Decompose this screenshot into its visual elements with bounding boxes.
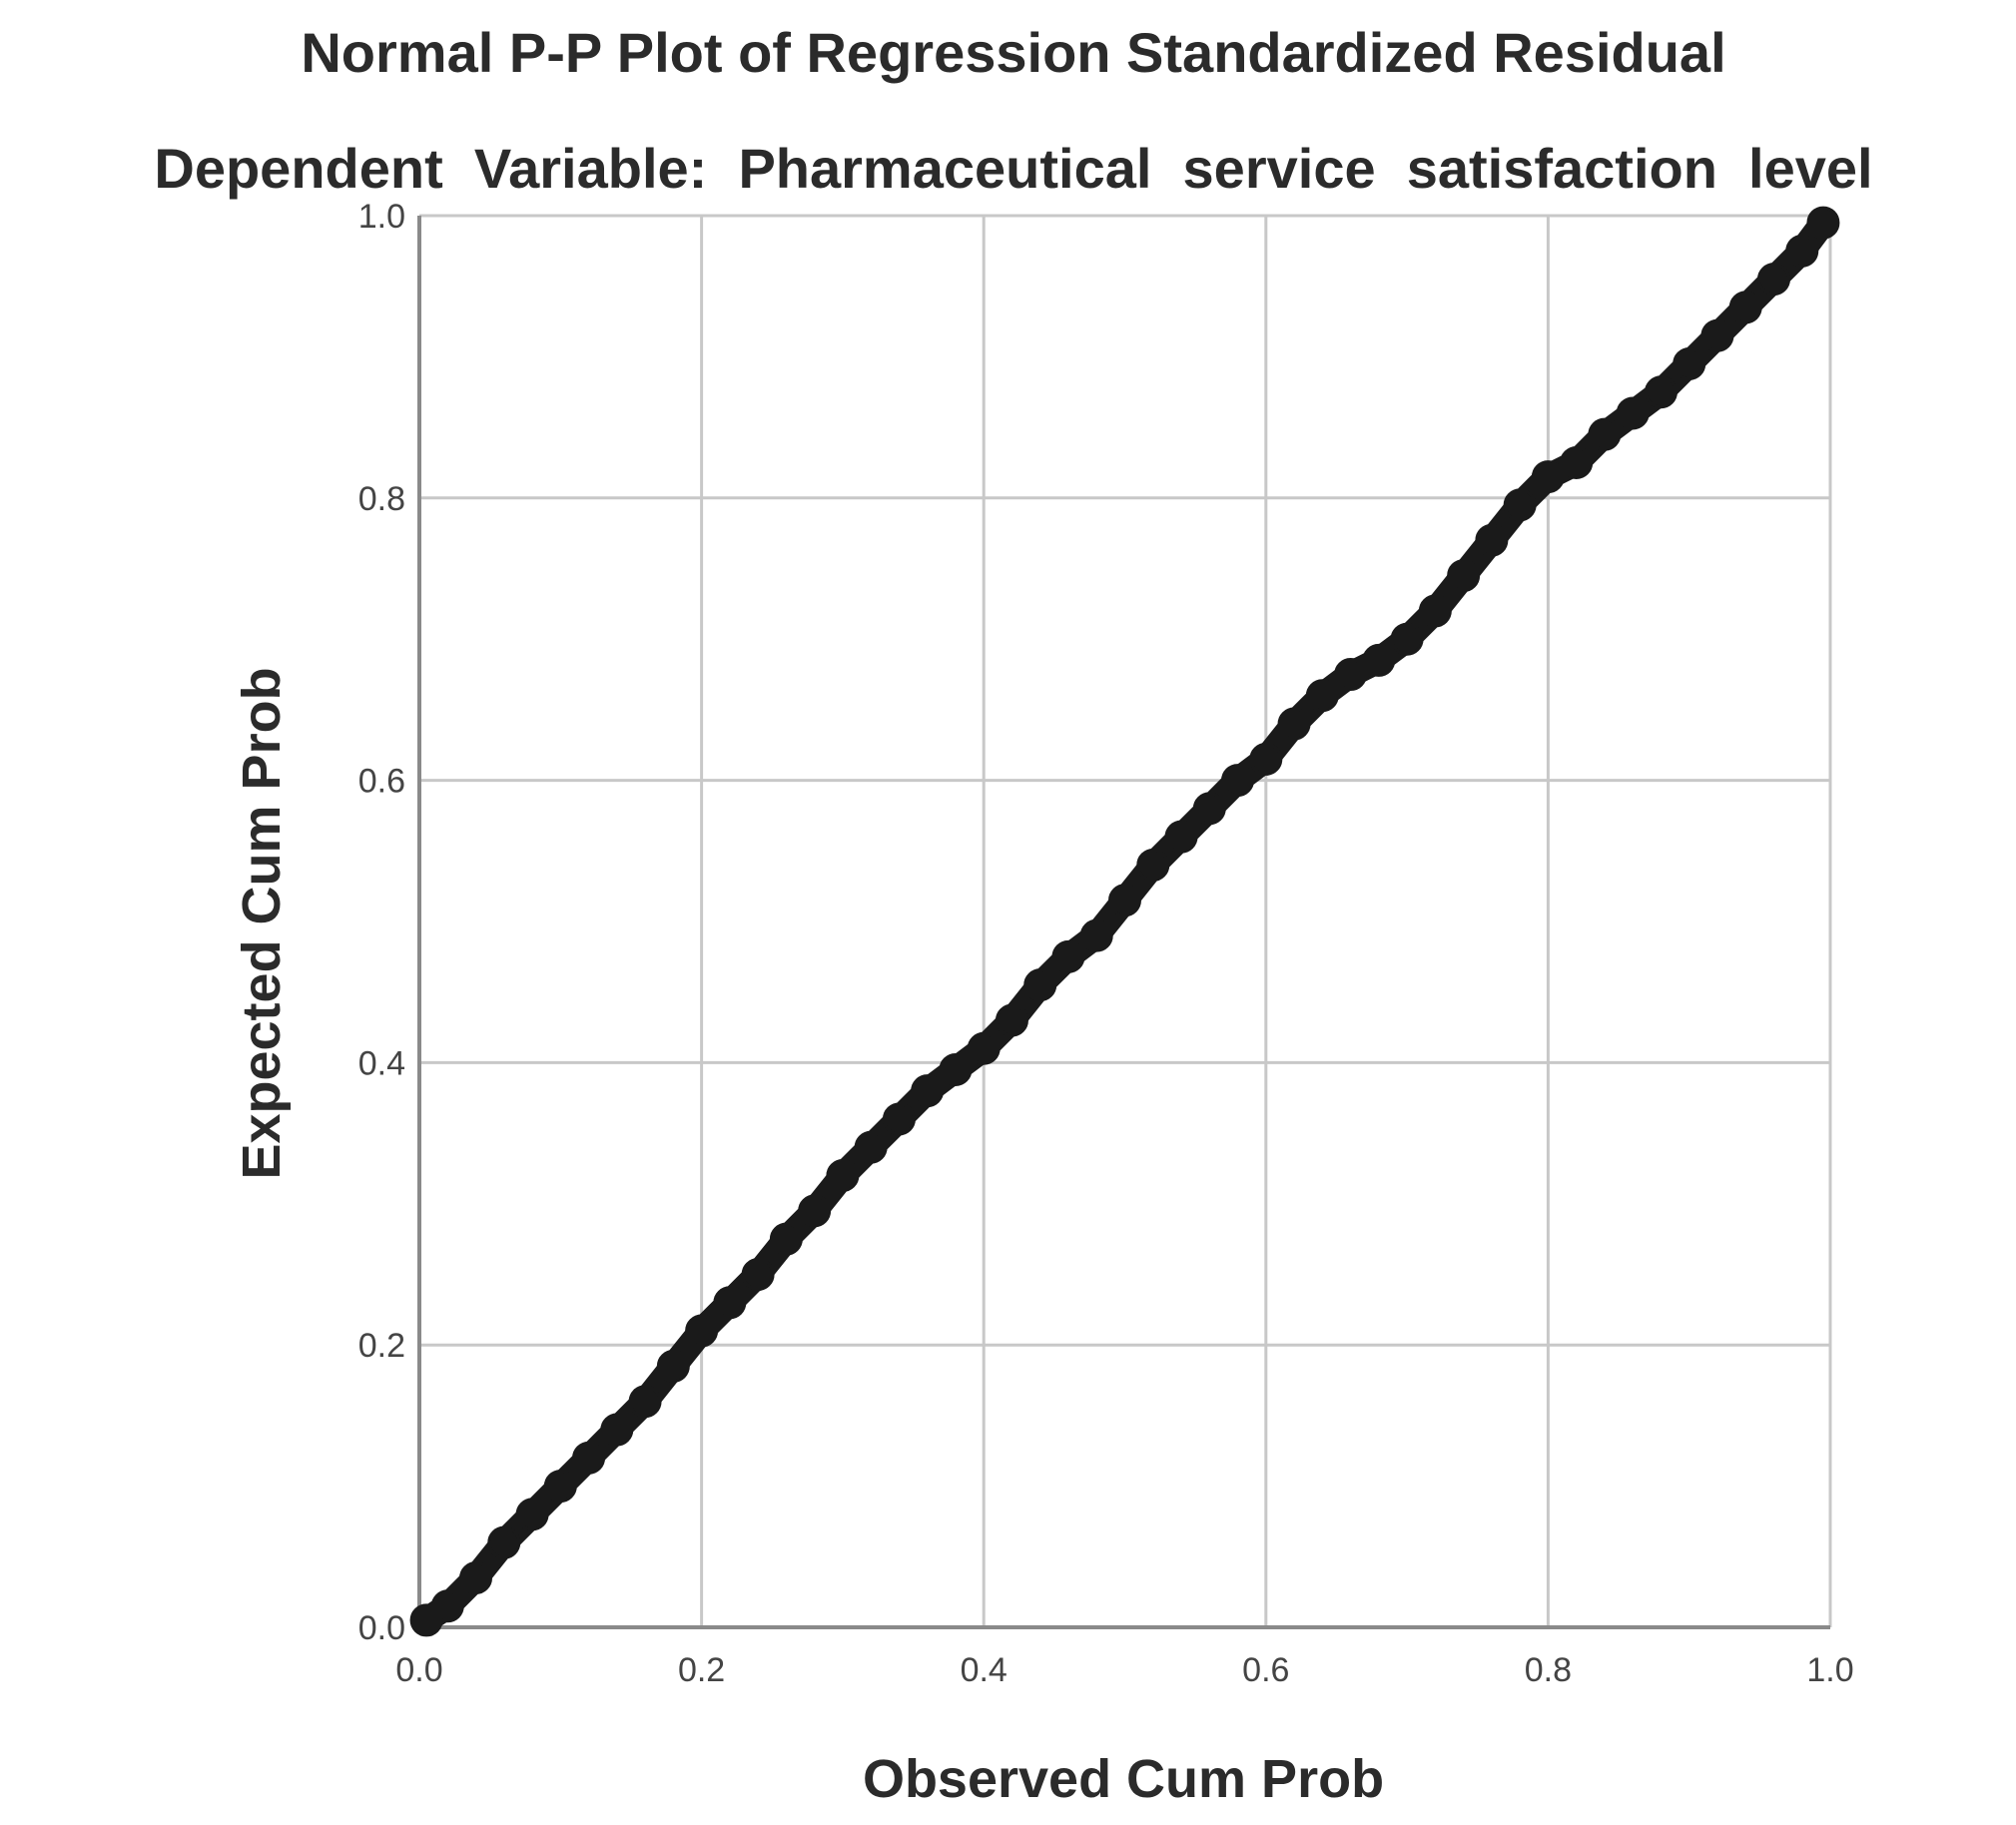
data-point: [1700, 318, 1734, 352]
data-point: [1305, 679, 1339, 713]
data-point: [1616, 396, 1650, 430]
x-tick-label: 1.0: [1806, 1651, 1853, 1689]
data-point: [1588, 417, 1622, 451]
data-point: [1531, 460, 1565, 494]
data-point: [1390, 622, 1424, 656]
data-point: [1192, 792, 1226, 826]
data-point: [882, 1102, 916, 1136]
data-point: [1079, 918, 1113, 952]
y-axis-label: Expected Cum Prob: [232, 667, 292, 1179]
y-tick-label: 0.8: [358, 480, 405, 518]
data-point: [1728, 291, 1762, 324]
data-point: [967, 1031, 1001, 1065]
data-point: [1475, 523, 1509, 557]
data-point: [1806, 206, 1840, 240]
data-point: [1756, 263, 1790, 297]
chart-subtitle: Dependent Variable: Pharmaceutical servi…: [154, 137, 1872, 200]
data-point: [798, 1194, 832, 1228]
data-point: [430, 1589, 464, 1623]
x-tick-label: 0.4: [961, 1651, 1008, 1689]
data-point: [995, 1003, 1028, 1037]
y-tick-label: 1.0: [358, 198, 405, 236]
data-point: [769, 1222, 803, 1256]
data-point: [572, 1441, 606, 1475]
x-tick-label: 0.2: [678, 1651, 725, 1689]
data-point: [854, 1130, 888, 1164]
y-tick-labels: 0.0 0.2 0.4 0.6 0.8 1.0: [358, 198, 405, 1647]
x-tick-labels: 0.0 0.2 0.4 0.6 0.8 1.0: [395, 1651, 1853, 1689]
data-point: [741, 1258, 775, 1291]
x-tick-label: 0.8: [1525, 1651, 1572, 1689]
data-point: [713, 1286, 747, 1320]
data-point: [515, 1498, 549, 1531]
data-point: [1447, 559, 1481, 593]
data-point: [1277, 707, 1311, 741]
data-point: [1108, 884, 1141, 917]
data-point: [826, 1159, 860, 1193]
data-point: [1362, 643, 1396, 677]
y-tick-label: 0.4: [358, 1044, 405, 1082]
data-point: [1051, 939, 1085, 973]
x-tick-label: 0.0: [395, 1651, 442, 1689]
data-point: [1221, 764, 1255, 798]
data-point: [685, 1314, 719, 1348]
data-point: [1418, 594, 1452, 628]
x-axis-label: Observed Cum Prob: [863, 1749, 1384, 1809]
data-point: [1785, 234, 1819, 268]
data-point: [911, 1074, 945, 1108]
y-tick-label: 0.0: [358, 1609, 405, 1647]
data-point: [1673, 346, 1706, 380]
axes: [417, 216, 1830, 1629]
grid-lines: [419, 214, 1832, 1627]
data-point: [1249, 742, 1283, 776]
data-point: [1136, 848, 1170, 882]
y-tick-label: 0.2: [358, 1327, 405, 1365]
data-point: [1503, 488, 1537, 522]
data-point: [1560, 445, 1594, 479]
y-tick-label: 0.6: [358, 763, 405, 801]
data-points: [409, 206, 1840, 1637]
data-point: [1023, 968, 1057, 1002]
data-point: [1644, 375, 1678, 409]
data-point: [1164, 820, 1198, 854]
data-point: [459, 1561, 493, 1595]
data-point: [487, 1525, 521, 1559]
data-point: [656, 1349, 690, 1383]
data-point: [628, 1385, 662, 1419]
data-point: [939, 1052, 973, 1086]
x-tick-label: 0.6: [1242, 1651, 1289, 1689]
data-point: [600, 1413, 634, 1447]
data-point: [543, 1470, 577, 1504]
chart-title: Normal P-P Plot of Regression Standardiz…: [301, 21, 1725, 84]
data-point: [1334, 658, 1368, 692]
